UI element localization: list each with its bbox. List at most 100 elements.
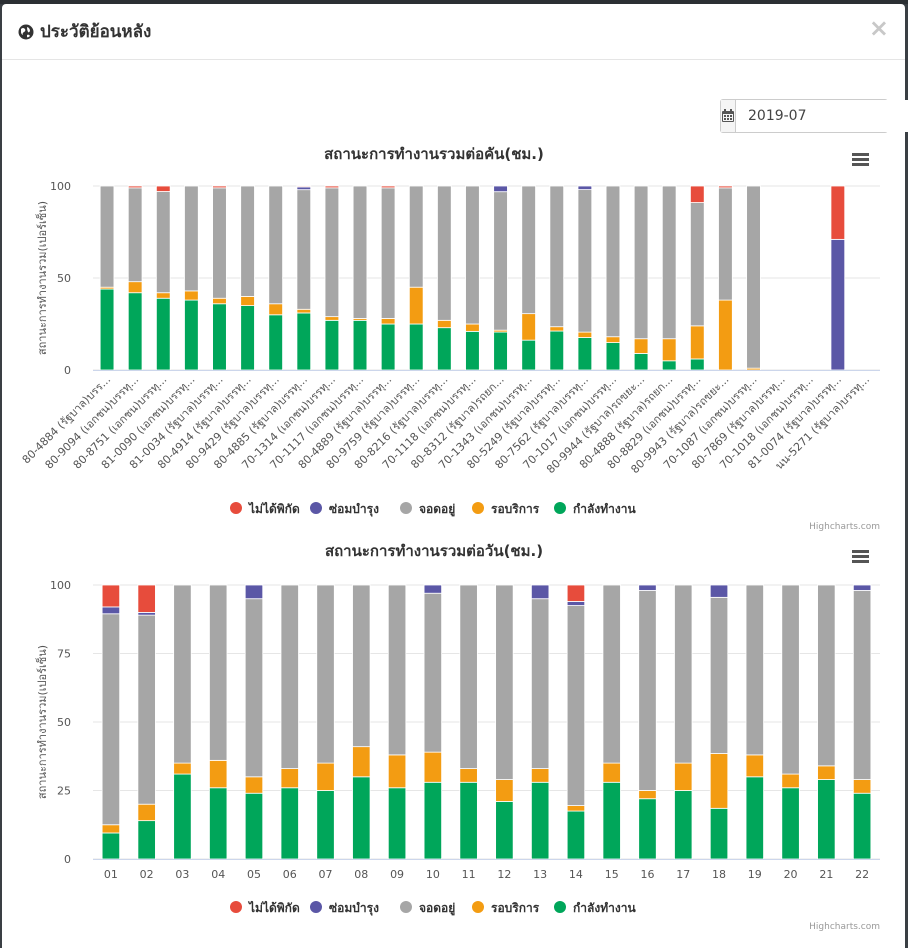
bar-segment[interactable] [380,323,396,371]
bar-segment[interactable] [709,807,729,860]
bar-segment[interactable] [240,295,255,306]
menu-icon-line[interactable] [852,550,869,553]
bar-segment[interactable] [296,308,312,314]
bar-segment[interactable] [212,297,227,305]
bar-segment[interactable] [155,297,171,371]
legend-label[interactable]: กำลังทำงาน [573,502,636,516]
bar-segment[interactable] [101,584,121,608]
legend-item[interactable]: ไม่ได้พิกัด [230,900,300,915]
bar-segment[interactable] [718,185,733,189]
bar-segment[interactable] [240,305,255,371]
legend-label[interactable]: ไม่ได้พิกัด [247,501,300,516]
bar-segment[interactable] [137,803,156,822]
bar-segment[interactable] [244,584,264,600]
bar-segment[interactable] [173,584,192,764]
legend-label[interactable]: ซ่อมบำรุง [329,502,379,517]
bar-segment[interactable] [690,325,705,360]
bar-segment[interactable] [380,187,396,319]
bar-segment[interactable] [101,824,121,834]
bar-segment[interactable] [212,187,227,299]
bar-segment[interactable] [324,319,340,371]
bar-segment[interactable] [127,187,143,283]
credits-link[interactable]: Highcharts.com [809,922,880,932]
bar-segment[interactable] [852,779,872,794]
bar-segment[interactable] [380,185,396,189]
bar-segment[interactable] [817,765,836,780]
bar-segment[interactable] [209,787,228,860]
credits-link[interactable]: Highcharts.com [809,522,880,532]
bar-segment[interactable] [316,762,335,791]
bar-segment[interactable] [718,187,733,301]
bar-segment[interactable] [549,326,565,332]
bar-segment[interactable] [155,191,171,294]
bar-segment[interactable] [244,776,264,794]
bar-segment[interactable] [745,754,764,778]
bar-segment[interactable] [549,185,565,328]
bar-segment[interactable] [268,185,283,305]
bar-segment[interactable] [661,338,677,362]
bar-segment[interactable] [173,773,192,860]
close-icon[interactable]: × [868,14,889,42]
legend-label[interactable]: ไม่ได้พิกัด [247,900,300,915]
legend-item[interactable]: จอดอยู่ [400,901,455,916]
bar-segment[interactable] [137,614,156,805]
bar-segment[interactable] [674,762,693,791]
bar-segment[interactable] [209,759,228,789]
bar-segment[interactable] [155,292,171,299]
bar-segment[interactable] [745,584,764,756]
bar-segment[interactable] [633,338,649,354]
bar-segment[interactable] [184,299,199,371]
bar-segment[interactable] [852,584,872,591]
bar-segment[interactable] [387,754,407,789]
bar-segment[interactable] [602,584,621,764]
bar-segment[interactable] [638,590,657,791]
bar-segment[interactable] [830,238,846,371]
bar-segment[interactable] [352,776,371,860]
bar-segment[interactable] [549,330,565,371]
bar-segment[interactable] [155,185,171,192]
legend-marker[interactable] [472,901,484,913]
bar-segment[interactable] [495,801,514,860]
bar-segment[interactable] [605,185,621,338]
bar-segment[interactable] [638,798,657,860]
bar-segment[interactable] [101,606,121,615]
bar-segment[interactable] [352,746,371,778]
bar-segment[interactable] [566,805,586,812]
bar-segment[interactable] [137,612,156,616]
bar-segment[interactable] [387,787,407,860]
legend-item[interactable]: ซ่อมบำรุง [310,502,379,517]
bar-segment[interactable] [280,787,299,860]
bar-segment[interactable] [661,185,677,340]
bar-segment[interactable] [690,358,705,371]
bar-segment[interactable] [268,303,283,316]
menu-icon-line[interactable] [852,560,869,563]
legend-marker[interactable] [310,901,322,913]
bar-segment[interactable] [633,353,649,371]
bar-segment[interactable] [633,185,649,340]
legend-item[interactable]: กำลังทำงาน [554,502,636,516]
bar-segment[interactable] [240,185,255,297]
bar-segment[interactable] [577,189,593,333]
bar-segment[interactable] [352,185,368,319]
bar-segment[interactable] [127,292,143,371]
bar-segment[interactable] [408,185,424,288]
bar-segment[interactable] [296,189,312,310]
bar-segment[interactable] [718,299,733,371]
bar-segment[interactable] [493,191,508,331]
bar-segment[interactable] [280,768,299,789]
bar-segment[interactable] [852,792,872,860]
bar-segment[interactable] [465,323,480,332]
legend-marker[interactable] [400,901,412,913]
bar-segment[interactable] [184,290,199,301]
bar-segment[interactable] [530,781,550,860]
bar-segment[interactable] [709,753,729,809]
bar-segment[interactable] [408,323,424,371]
bar-segment[interactable] [690,185,705,203]
bar-segment[interactable] [127,185,143,189]
legend-label[interactable]: จอดอยู่ [419,901,455,916]
bar-segment[interactable] [521,339,536,371]
bar-segment[interactable] [709,584,729,598]
bar-segment[interactable] [830,185,846,240]
bar-segment[interactable] [212,185,227,189]
bar-segment[interactable] [530,598,550,769]
